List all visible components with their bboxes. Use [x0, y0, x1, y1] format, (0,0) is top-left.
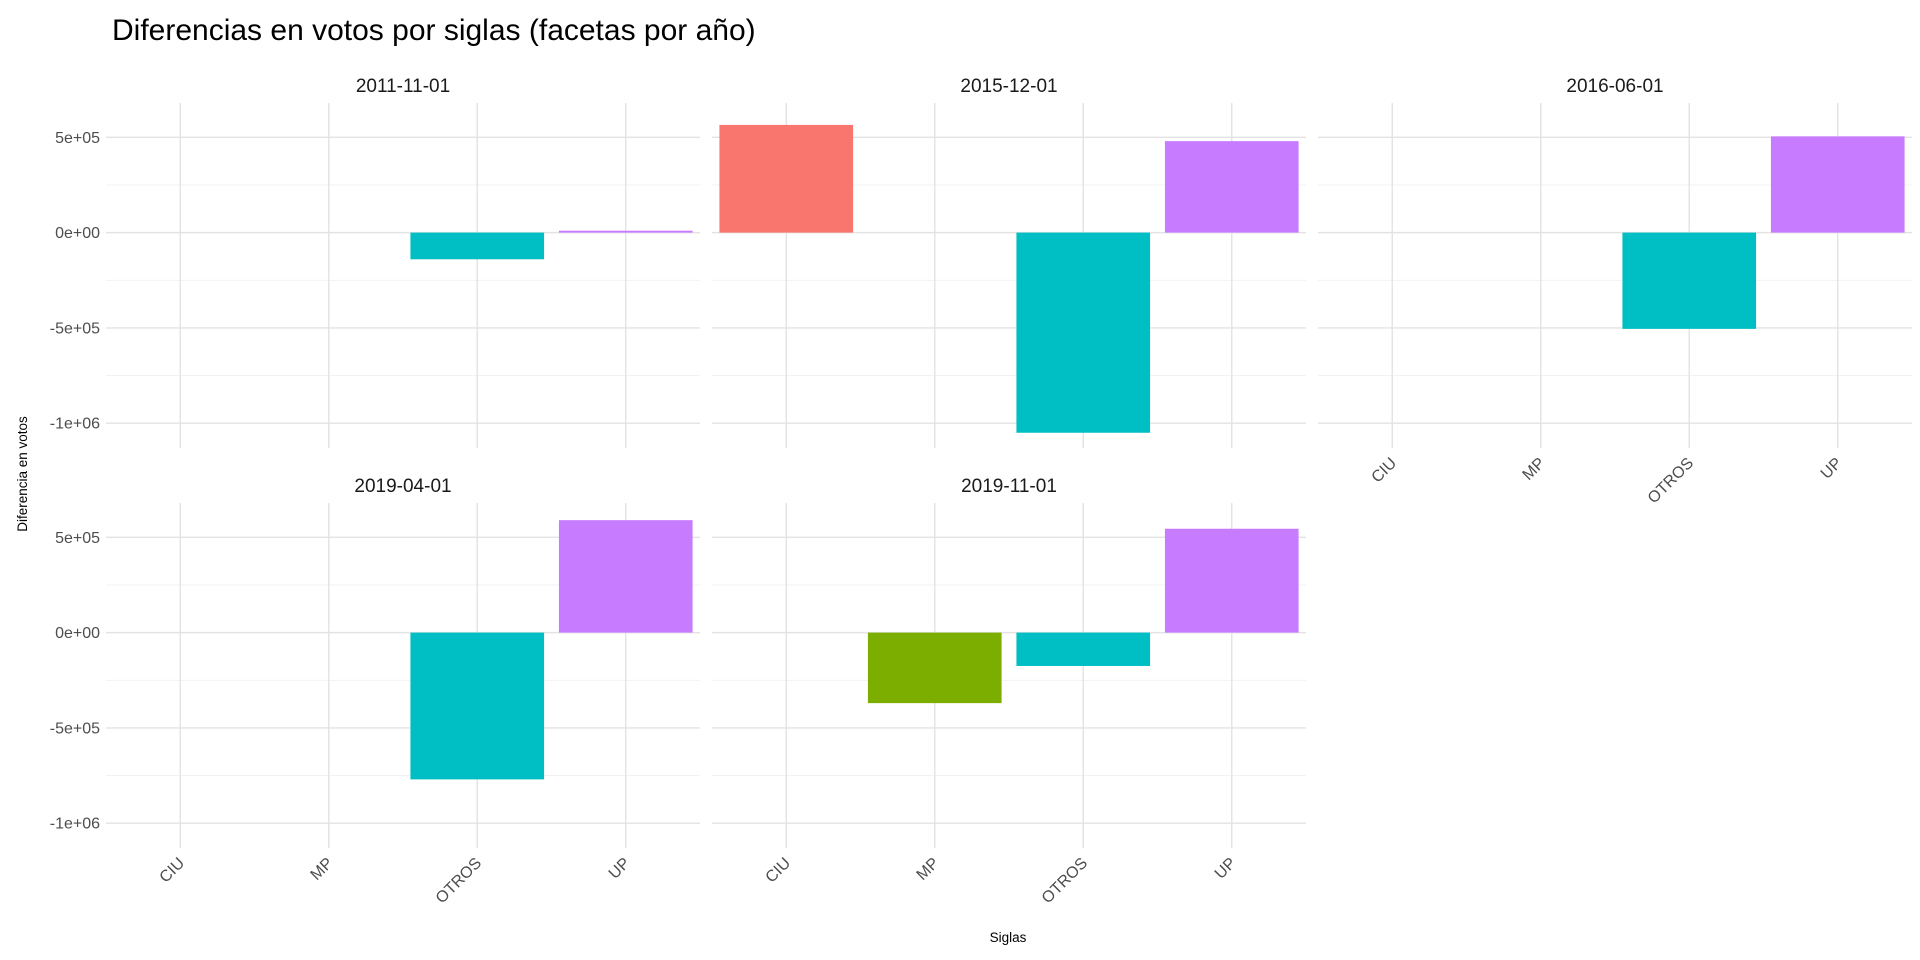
chart-title: Diferencias en votos por siglas (facetas…: [112, 14, 756, 47]
bar-mp: [867, 632, 1002, 704]
x-tick-label: UP: [606, 855, 634, 883]
y-tick-label: -5e+05: [50, 720, 100, 737]
y-tick-label: -1e+06: [50, 816, 100, 833]
bar-otros: [410, 632, 545, 780]
x-tick-label: MP: [1520, 455, 1549, 484]
y-tick-label: 0e+00: [55, 225, 100, 242]
bar-up: [558, 230, 693, 233]
facet-strip-label: 2019-04-01: [354, 476, 451, 497]
facet-panel: 2019-04-01 5e+05 0e+00 -5e+05 -1e+06: [50, 476, 700, 848]
x-tick-label: OTROS: [1039, 855, 1091, 907]
x-axis-labels: CIU MP OTROS UP: [1369, 455, 1846, 507]
bar-otros: [1622, 232, 1757, 329]
x-axis-labels: CIU MP OTROS UP: [763, 855, 1240, 907]
x-tick-label: CIU: [157, 855, 189, 887]
x-tick-label: CIU: [1369, 455, 1401, 487]
facet-panel: 2015-12-01: [712, 76, 1306, 448]
bar-otros: [1016, 232, 1151, 433]
y-tick-label: 5e+05: [55, 530, 100, 547]
bar-up: [558, 520, 693, 633]
y-tick-label: 0e+00: [55, 625, 100, 642]
y-axis-title: Diferencia en votos: [15, 416, 30, 532]
bar-up: [1164, 141, 1299, 233]
y-tick-label: -5e+05: [50, 320, 100, 337]
facet-strip-label: 2016-06-01: [1566, 76, 1663, 97]
x-tick-label: UP: [1818, 455, 1846, 483]
facet-strip-label: 2019-11-01: [961, 476, 1057, 497]
x-tick-label: MP: [308, 855, 337, 884]
y-tick-label: -1e+06: [50, 416, 100, 433]
x-tick-label: OTROS: [1645, 455, 1697, 507]
x-tick-label: MP: [914, 855, 943, 884]
x-axis-title: Siglas: [990, 930, 1027, 945]
facet-panels: 2011-11-01 5e+05 0e+00 -5e+05 -1e+06 2015-12-…: [50, 76, 1912, 907]
x-axis-labels: CIU MP OTROS UP: [157, 855, 634, 907]
facet-strip-label: 2011-11-01: [356, 76, 450, 97]
x-tick-label: OTROS: [433, 855, 485, 907]
facet-panel: 2019-11-01: [712, 476, 1306, 848]
bar-otros: [410, 232, 545, 260]
bar-ciu: [719, 124, 854, 233]
facet-panel: 2011-11-01 5e+05 0e+00 -5e+05 -1e+06: [50, 76, 700, 448]
x-tick-label: UP: [1212, 855, 1240, 883]
bar-up: [1164, 528, 1299, 633]
bar-up: [1770, 136, 1905, 233]
facet-strip-label: 2015-12-01: [960, 76, 1057, 97]
bar-otros: [1016, 632, 1151, 666]
x-tick-label: CIU: [763, 855, 795, 887]
y-tick-label: 5e+05: [55, 130, 100, 147]
facet-panel: 2016-06-01: [1318, 76, 1912, 448]
